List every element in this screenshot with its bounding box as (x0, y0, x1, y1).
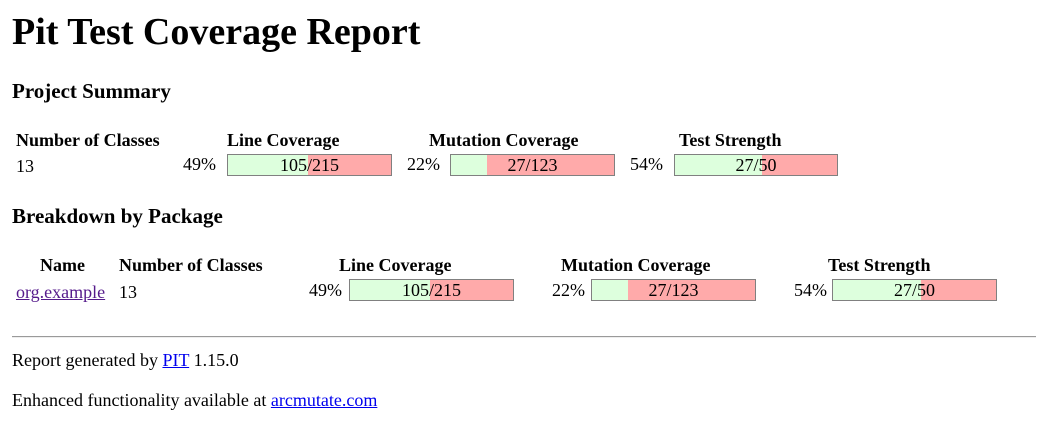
summary-strength-ratio: 27/50 (735, 155, 777, 175)
summary-header-strength: Test Strength (679, 130, 782, 150)
bar-covered (228, 155, 308, 175)
package-line-coverage-bar: 105/215 (349, 279, 514, 301)
package-classes-value: 13 (119, 282, 137, 302)
summary-header-mutation: Mutation Coverage (429, 130, 579, 150)
summary-classes-value: 13 (16, 156, 34, 176)
report-generated-line: Report generated by PIT 1.15.0 (12, 349, 239, 371)
summary-line-percent: 49% (183, 154, 216, 174)
breakdown-header-mutation: Mutation Coverage (561, 255, 711, 275)
package-strength-ratio: 27/50 (893, 280, 935, 300)
breakdown-header-line: Line Coverage (339, 255, 452, 275)
package-mutation-percent: 22% (552, 280, 585, 300)
package-strength-percent: 54% (794, 280, 827, 300)
package-test-strength-bar: 27/50 (832, 279, 997, 301)
bar-covered (451, 155, 487, 175)
breakdown-header-name: Name (40, 255, 85, 275)
breakdown-heading: Breakdown by Package (12, 204, 223, 228)
arcmutate-link[interactable]: arcmutate.com (270, 390, 378, 410)
bar-covered (833, 280, 922, 300)
summary-header-line: Line Coverage (227, 130, 340, 150)
footer-divider (12, 336, 1036, 338)
summary-test-strength-bar: 27/50 (674, 154, 838, 176)
package-link-org-example[interactable]: org.example (16, 282, 106, 302)
enhanced-functionality-line: Enhanced functionality available at arcm… (12, 389, 377, 411)
enhanced-prefix: Enhanced functionality available at (12, 390, 271, 410)
package-line-percent: 49% (309, 280, 342, 300)
project-summary-heading: Project Summary (12, 79, 171, 103)
generated-prefix: Report generated by (12, 350, 163, 370)
package-mutation-coverage-bar: 27/123 (591, 279, 756, 301)
pit-version: 1.15.0 (189, 350, 239, 370)
package-line-ratio: 105/215 (401, 280, 461, 300)
bar-covered (592, 280, 628, 300)
summary-mutation-coverage-bar: 27/123 (450, 154, 615, 176)
breakdown-header-classes: Number of Classes (119, 255, 263, 275)
breakdown-header-strength: Test Strength (828, 255, 931, 275)
bar-uncovered (451, 155, 614, 175)
page-title: Pit Test Coverage Report (12, 11, 421, 53)
summary-line-coverage-bar: 105/215 (227, 154, 392, 176)
summary-mutation-percent: 22% (407, 154, 440, 174)
summary-strength-percent: 54% (630, 154, 663, 174)
bar-covered (675, 155, 763, 175)
bar-uncovered (592, 280, 755, 300)
summary-line-ratio: 105/215 (279, 155, 339, 175)
summary-mutation-ratio: 27/123 (507, 155, 558, 175)
bar-covered (350, 280, 430, 300)
summary-header-classes: Number of Classes (16, 130, 160, 150)
package-mutation-ratio: 27/123 (648, 280, 699, 300)
pit-link[interactable]: PIT (162, 350, 190, 370)
